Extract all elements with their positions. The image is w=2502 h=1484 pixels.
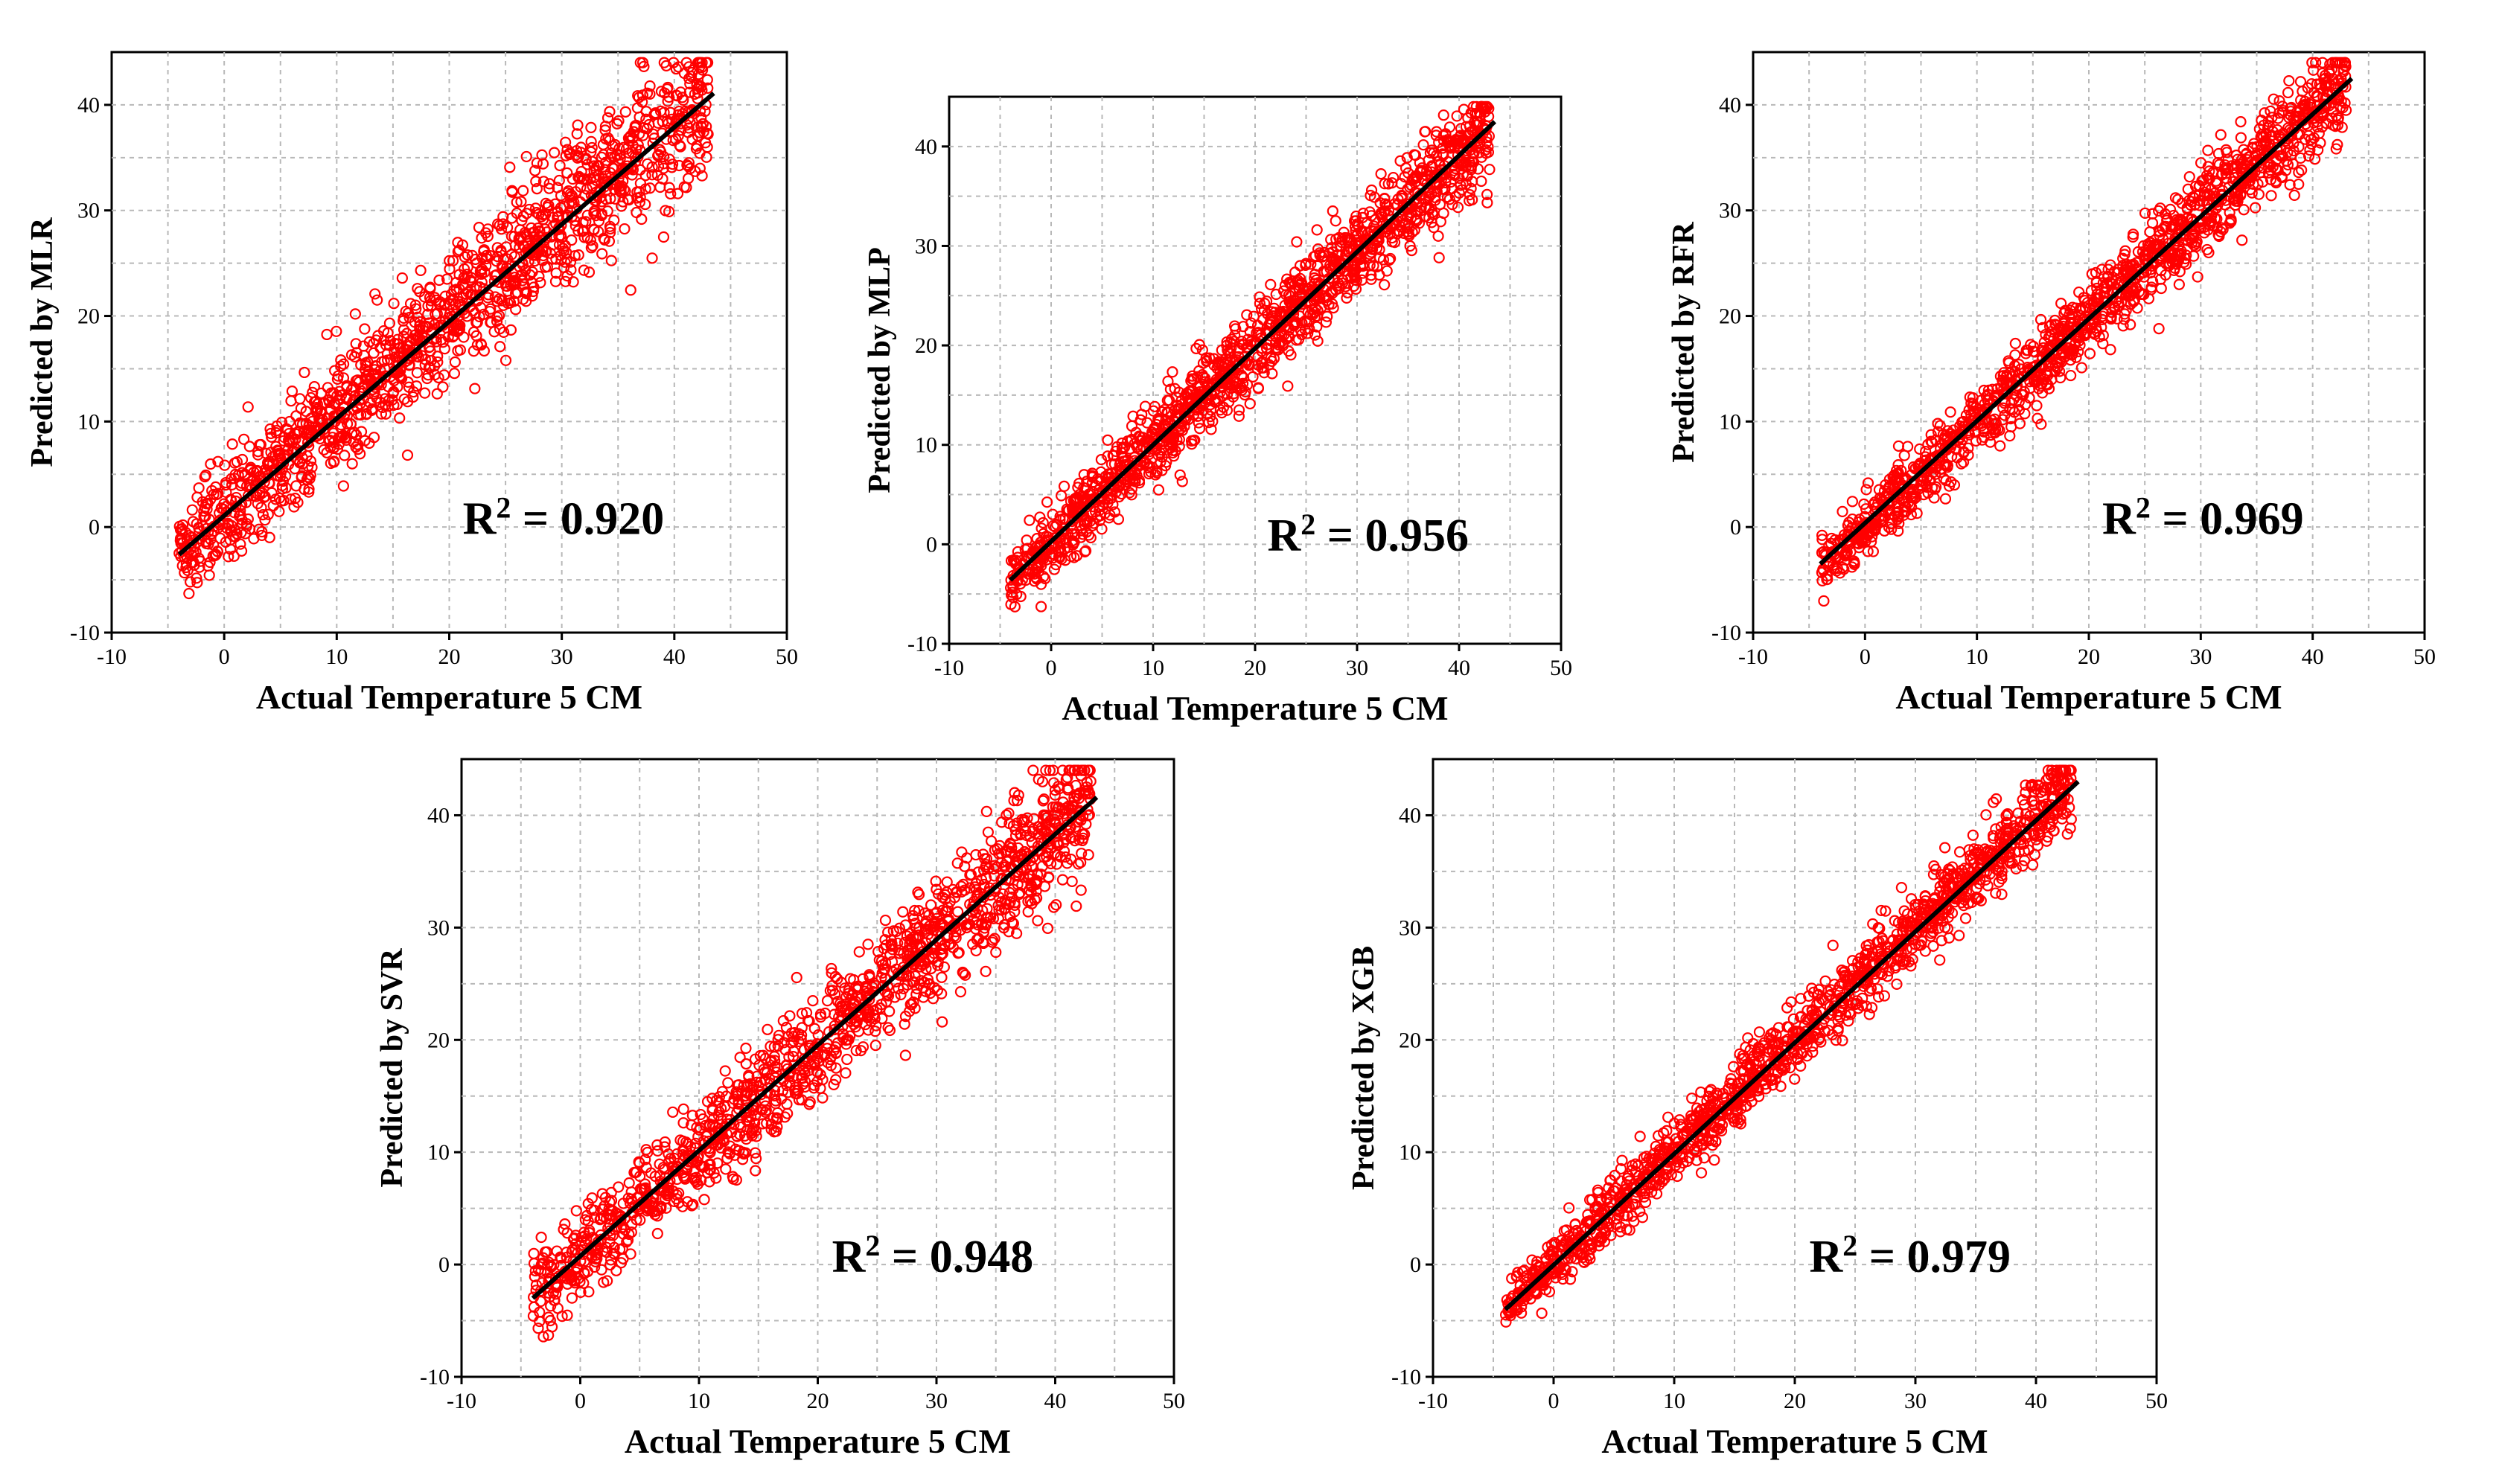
y-tick-label: 10 xyxy=(77,409,100,434)
y-tick-label: 10 xyxy=(427,1140,450,1165)
y-axis-title: Predicted by RFR xyxy=(1667,222,1701,463)
x-tick-label: -10 xyxy=(97,645,127,669)
x-tick-label: 20 xyxy=(807,1389,829,1413)
panel-mlp: -10 0 10 20 30 40 50 -10 0 10 20 30 40 Actual Tempera… xyxy=(856,15,1623,729)
y-tick-label: 40 xyxy=(915,135,937,159)
x-tick-label: 50 xyxy=(776,645,798,669)
y-tick-label: 40 xyxy=(1719,93,1741,118)
x-tick-label: 0 xyxy=(1860,645,1871,669)
y-tick-label: -10 xyxy=(420,1365,450,1389)
y-tick-label: -10 xyxy=(907,632,937,656)
y-tick-label: 20 xyxy=(1719,304,1741,329)
panel-mlr: -10 0 10 20 30 40 50 -10 0 10 20 30 40 Actual Tempera… xyxy=(7,7,849,722)
scatter-chart-svr: -10 0 10 20 30 40 50 -10 0 10 20 30 40 Actual Tempera… xyxy=(328,729,1236,1481)
y-tick-label: 20 xyxy=(77,304,100,329)
y-axis-title: Predicted by SVR xyxy=(375,948,409,1188)
y-tick-label: 30 xyxy=(427,915,450,940)
x-tick-label: 0 xyxy=(1046,656,1057,680)
y-tick-label: 30 xyxy=(77,199,100,223)
scatter-chart-rfr: -10 0 10 20 30 40 50 -10 0 10 20 30 40 Actual Tempera… xyxy=(1638,7,2486,722)
x-tick-label: 10 xyxy=(688,1389,710,1413)
x-axis-title: Actual Temperature 5 CM xyxy=(256,678,642,716)
panel-rfr: -10 0 10 20 30 40 50 -10 0 10 20 30 40 Actual Tempera… xyxy=(1638,7,2486,722)
y-tick-label: 0 xyxy=(926,532,937,557)
x-tick-label: 50 xyxy=(1550,656,1572,680)
x-tick-label: 10 xyxy=(325,645,348,669)
x-tick-label: 30 xyxy=(925,1389,948,1413)
x-tick-label: 40 xyxy=(1044,1389,1067,1413)
y-tick-label: -10 xyxy=(1711,621,1741,645)
x-tick-label: 10 xyxy=(1142,656,1164,680)
x-tick-label: 40 xyxy=(663,645,686,669)
x-axis-title: Actual Temperature 5 CM xyxy=(625,1422,1011,1460)
x-axis-title: Actual Temperature 5 CM xyxy=(1895,678,2282,716)
scatter-chart-mlp: -10 0 10 20 30 40 50-10010203040Actual Tempera… xyxy=(856,15,1623,729)
y-tick-label: 40 xyxy=(427,803,450,828)
x-tick-label: 0 xyxy=(219,645,230,669)
x-tick-label: 20 xyxy=(438,645,461,669)
y-tick-label: 20 xyxy=(915,333,937,358)
y-tick-label: 0 xyxy=(438,1253,450,1277)
y-tick-label: 20 xyxy=(427,1028,450,1052)
y-tick-label: -10 xyxy=(70,621,100,645)
x-tick-label: 50 xyxy=(2413,645,2436,669)
y-tick-label: 0 xyxy=(1730,515,1741,540)
scatter-chart-mlr: -10 0 10 20 30 40 50 -10 0 10 20 30 40 Actual Tempera… xyxy=(7,7,849,722)
y-tick-label: 10 xyxy=(1719,409,1741,434)
x-tick-label: 20 xyxy=(2078,645,2100,669)
y-tick-label: 30 xyxy=(915,234,937,258)
x-tick-label: 40 xyxy=(1448,656,1470,680)
y-tick-label: 30 xyxy=(1719,199,1741,223)
y-axis-title: Predicted by MLP xyxy=(863,247,897,493)
x-tick-label: -10 xyxy=(1738,645,1768,669)
x-tick-label: 10 xyxy=(1966,645,1988,669)
x-tick-label: 30 xyxy=(2189,645,2212,669)
panel-svr: -10 0 10 20 30 40 50 -10 0 10 20 30 40 Actual Tempera… xyxy=(328,729,1236,1481)
x-tick-label: 40 xyxy=(2302,645,2324,669)
x-tick-label: 0 xyxy=(575,1389,586,1413)
y-tick-label: 10 xyxy=(915,433,937,458)
x-axis-title: Actual Temperature 5 CM xyxy=(1062,689,1448,727)
y-axis-title: Predicted by MLR xyxy=(25,217,60,467)
x-tick-label: 50 xyxy=(1163,1389,1185,1413)
y-tick-label: 0 xyxy=(89,515,100,540)
x-tick-label: 30 xyxy=(551,645,573,669)
x-tick-label: -10 xyxy=(934,656,964,680)
x-tick-label: -10 xyxy=(447,1389,476,1413)
x-tick-label: 30 xyxy=(1346,656,1368,680)
r-squared-annotation: R2 = 0.920 xyxy=(463,490,665,544)
y-tick-label: 40 xyxy=(77,93,100,118)
x-tick-label: 20 xyxy=(1244,656,1266,680)
r-squared-annotation: R2 = 0.969 xyxy=(2102,490,2304,544)
r-squared-annotation: R2 = 0.956 xyxy=(1267,508,1469,561)
